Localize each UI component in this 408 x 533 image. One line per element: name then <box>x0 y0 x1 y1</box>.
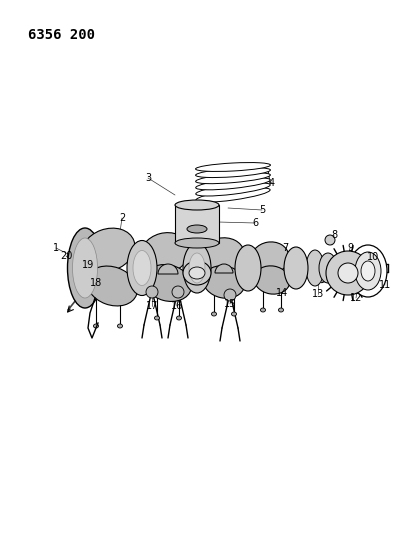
Ellipse shape <box>183 243 211 293</box>
Text: 9: 9 <box>347 243 353 253</box>
Text: 14: 14 <box>276 288 288 298</box>
Ellipse shape <box>331 256 349 280</box>
Ellipse shape <box>196 178 270 190</box>
Ellipse shape <box>127 240 157 295</box>
Polygon shape <box>175 205 219 243</box>
Circle shape <box>338 263 358 283</box>
Ellipse shape <box>251 242 289 274</box>
Wedge shape <box>259 269 285 282</box>
Text: 16: 16 <box>171 301 183 311</box>
Wedge shape <box>210 270 238 284</box>
Ellipse shape <box>196 188 270 202</box>
Ellipse shape <box>260 308 266 312</box>
Ellipse shape <box>195 168 271 177</box>
Text: 3: 3 <box>145 173 151 183</box>
Text: 10: 10 <box>367 252 379 262</box>
Ellipse shape <box>196 173 271 184</box>
Wedge shape <box>215 264 233 273</box>
Text: 1: 1 <box>53 243 59 253</box>
Circle shape <box>146 286 158 298</box>
Wedge shape <box>97 265 119 276</box>
Text: 6: 6 <box>252 218 258 228</box>
Ellipse shape <box>306 250 324 286</box>
Ellipse shape <box>211 312 217 316</box>
Ellipse shape <box>195 163 271 172</box>
Text: 18: 18 <box>90 278 102 288</box>
Ellipse shape <box>183 261 211 285</box>
Ellipse shape <box>67 228 102 308</box>
Ellipse shape <box>118 324 122 328</box>
Wedge shape <box>92 276 124 292</box>
Ellipse shape <box>189 253 205 283</box>
Text: 12: 12 <box>350 293 362 303</box>
Circle shape <box>224 289 236 301</box>
Ellipse shape <box>279 308 284 312</box>
Ellipse shape <box>355 252 381 290</box>
Text: 8: 8 <box>331 230 337 240</box>
Circle shape <box>172 286 184 298</box>
Text: 15: 15 <box>224 299 236 309</box>
Ellipse shape <box>200 238 244 274</box>
Ellipse shape <box>349 245 387 297</box>
Text: 4: 4 <box>269 178 275 188</box>
Circle shape <box>325 235 335 245</box>
Text: 5: 5 <box>259 205 265 215</box>
Text: 2: 2 <box>119 213 125 223</box>
Text: 7: 7 <box>282 243 288 253</box>
Ellipse shape <box>187 225 207 233</box>
Text: 20: 20 <box>60 251 72 261</box>
Text: 19: 19 <box>82 260 94 270</box>
Ellipse shape <box>254 266 290 294</box>
Ellipse shape <box>155 316 160 320</box>
Ellipse shape <box>93 324 98 328</box>
Ellipse shape <box>341 259 359 277</box>
Ellipse shape <box>231 312 237 316</box>
Ellipse shape <box>144 264 192 302</box>
Text: 13: 13 <box>312 289 324 299</box>
Ellipse shape <box>175 238 219 248</box>
Wedge shape <box>158 264 178 274</box>
Ellipse shape <box>87 266 137 306</box>
Ellipse shape <box>81 228 135 272</box>
Ellipse shape <box>235 245 261 291</box>
Ellipse shape <box>73 238 98 298</box>
Ellipse shape <box>196 183 270 196</box>
Text: 17: 17 <box>146 301 158 311</box>
Text: 11: 11 <box>379 280 391 290</box>
Ellipse shape <box>133 251 151 286</box>
Wedge shape <box>153 271 183 286</box>
Ellipse shape <box>319 253 337 283</box>
Ellipse shape <box>361 261 375 281</box>
Ellipse shape <box>175 200 219 210</box>
Text: 6356 200: 6356 200 <box>28 28 95 42</box>
Circle shape <box>326 251 370 295</box>
Ellipse shape <box>203 266 245 298</box>
Ellipse shape <box>284 247 308 289</box>
Ellipse shape <box>189 267 205 279</box>
Ellipse shape <box>177 316 182 320</box>
Ellipse shape <box>140 232 190 273</box>
